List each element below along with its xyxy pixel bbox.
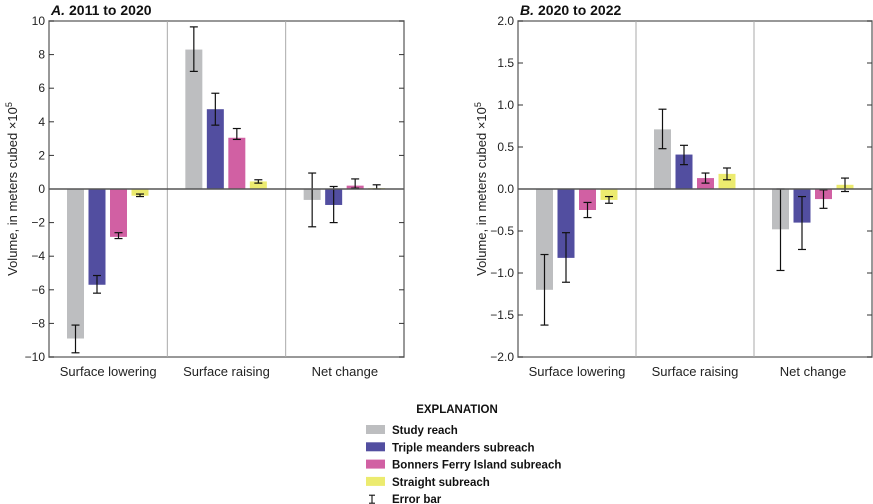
x-category-label: Surface raising	[652, 364, 739, 379]
bar-straight	[131, 189, 149, 196]
legend-item-label: Straight subreach	[392, 477, 490, 489]
legend: EXPLANATION Study reach Triple meanders su…	[366, 404, 561, 504]
bar-bonners-ferry	[110, 189, 127, 237]
x-category-label: Net change	[312, 364, 379, 379]
error-bar	[583, 201, 592, 219]
title-letter: A.	[50, 2, 65, 18]
bar-straight	[718, 173, 736, 189]
bar-bonners-ferry	[228, 137, 246, 189]
error-bar	[114, 232, 123, 240]
y-axis-label-text: Volume, in meters cubed ×10	[474, 107, 489, 276]
y-tick-label: 0.0	[497, 182, 514, 196]
error-bar	[211, 92, 220, 126]
bar-triple-meanders	[88, 189, 106, 285]
title-text: 2011 to 2020	[69, 2, 152, 18]
bar-triple-meanders	[557, 189, 575, 258]
y-axis-label-exponent: 5	[473, 102, 483, 107]
legend-item-label: Error bar	[392, 494, 442, 504]
legend-item-label: Triple meanders subreach	[392, 442, 535, 454]
error-bar	[819, 189, 828, 209]
x-category-label: Surface lowering	[529, 364, 626, 379]
chart-a: A. 2011 to 2020 Volume, in meters cubed ×1…	[4, 2, 405, 379]
legend-swatch-bonners-ferry	[366, 459, 385, 469]
error-bar	[93, 274, 101, 294]
y-tick-label: −8	[31, 316, 45, 330]
y-tick-label: −6	[31, 283, 45, 297]
error-bar	[798, 195, 806, 251]
error-bar	[562, 232, 570, 283]
y-tick-label: −2.0	[490, 350, 514, 364]
y-tick-label: 0.5	[497, 140, 514, 154]
legend-item-label: Bonners Ferry Island subreach	[392, 460, 561, 472]
error-bar	[351, 178, 360, 189]
legend-item-label: Study reach	[392, 425, 458, 437]
y-tick-label: 6	[38, 81, 45, 95]
x-category-label: Surface lowering	[60, 364, 157, 379]
legend-swatch-study-reach	[366, 425, 385, 434]
bar-study-reach	[536, 189, 553, 290]
bar-study-reach	[67, 189, 84, 339]
chart-b: B. 2020 to 2022 Volume, in meters cubed ×1…	[473, 2, 873, 379]
bar-triple-meanders	[675, 154, 693, 189]
error-bar	[329, 185, 338, 224]
legend-title: EXPLANATION	[416, 404, 498, 416]
bar-bonners-ferry	[579, 189, 596, 210]
error-bar	[701, 172, 710, 184]
y-axis-label-exponent: 5	[4, 102, 14, 107]
y-tick-label: −1.5	[490, 308, 514, 322]
x-category-label: Surface raising	[183, 364, 270, 379]
error-bar	[658, 108, 667, 150]
y-tick-label: 0	[38, 182, 45, 196]
error-bar	[723, 167, 731, 181]
chart-title: A. 2011 to 2020	[50, 2, 152, 18]
bar-triple-meanders	[206, 109, 224, 189]
y-tick-label: 2.0	[497, 14, 514, 28]
error-bar	[136, 193, 144, 198]
legend-swatch-triple-meanders	[366, 442, 385, 452]
y-axis-label: Volume, in meters cubed ×105	[4, 102, 20, 276]
error-bar-icon	[369, 494, 375, 504]
bar-study-reach	[654, 129, 671, 189]
y-tick-label: 1.0	[497, 98, 514, 112]
y-tick-label: −4	[31, 249, 45, 263]
bar-straight	[600, 189, 618, 200]
error-bar	[680, 144, 688, 166]
title-text: 2020 to 2022	[538, 2, 621, 18]
error-bar	[605, 195, 613, 204]
bar-straight	[249, 181, 267, 189]
y-tick-label: 4	[38, 115, 45, 129]
x-category-label: Net change	[780, 364, 847, 379]
y-tick-label: 2	[38, 148, 45, 162]
y-tick-label: −0.5	[490, 224, 514, 238]
y-tick-label: −10	[25, 350, 46, 364]
error-bar	[232, 127, 241, 141]
y-tick-label: −2	[31, 216, 45, 230]
error-bar	[189, 26, 198, 73]
chart-title: B. 2020 to 2022	[520, 2, 621, 18]
y-tick-label: 8	[38, 48, 45, 62]
y-tick-label: 10	[32, 14, 46, 28]
y-axis-label: Volume, in meters cubed ×105	[473, 102, 489, 276]
error-bar	[254, 179, 263, 184]
legend-swatch-straight	[366, 476, 385, 486]
y-tick-label: −1.0	[490, 266, 514, 280]
error-bar	[71, 324, 80, 354]
title-letter: B.	[520, 2, 534, 18]
error-bar	[308, 172, 317, 228]
error-bar	[540, 253, 549, 326]
bar-study-reach	[185, 49, 203, 190]
y-axis-label-text: Volume, in meters cubed ×10	[5, 107, 20, 276]
y-tick-label: 1.5	[497, 56, 514, 70]
